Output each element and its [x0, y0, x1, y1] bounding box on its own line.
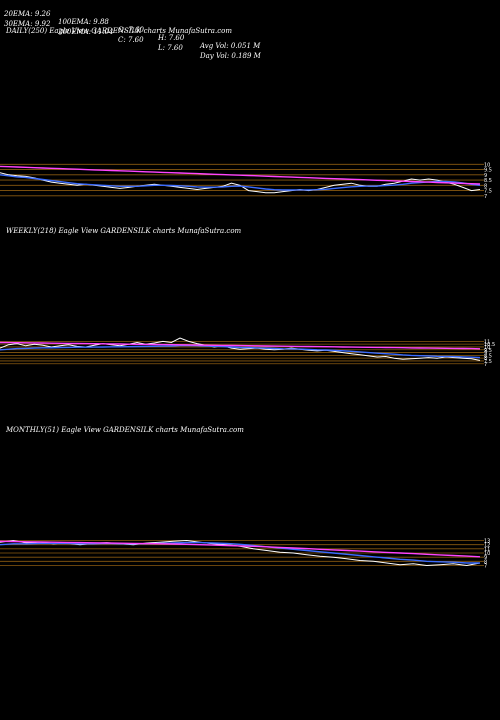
- stat-day-vol: Day Vol: 0.189 M: [200, 52, 261, 60]
- monthly-tick-label: 12: [484, 543, 490, 549]
- weekly-tick-label: 7.5: [484, 359, 492, 365]
- stat-20ema: 20EMA: 9.26: [4, 10, 51, 18]
- weekly-chart-title: WEEKLY(218) Eagle View GARDENSILK charts…: [6, 227, 242, 235]
- weekly-ema-short-line: [0, 344, 481, 359]
- stat-high: H: 7.60: [158, 34, 185, 42]
- weekly-tick-label: 11: [484, 339, 490, 345]
- daily-tick-label: 9: [484, 173, 487, 179]
- daily-tick-label: 7.5: [484, 189, 492, 195]
- daily-tick-label: 8.5: [484, 178, 492, 184]
- stats-row-1: 20EMA: 9.26 100EMA: 9.88 O: 7.60 H: 7.60…: [4, 2, 260, 50]
- weekly-tick-label: 9.5: [484, 348, 492, 354]
- monthly-tick-label: 10: [484, 551, 490, 557]
- monthly-tick-label: 7: [484, 564, 487, 570]
- stat-30ema: 30EMA: 9.92: [4, 20, 51, 28]
- daily-tick-label: 9.5: [484, 168, 492, 174]
- daily-chart-title: DAILY(250) Eagle View GARDENSILK charts …: [6, 27, 232, 35]
- daily-ema-long-line: [0, 165, 481, 185]
- monthly-ema-short-line: [0, 541, 480, 564]
- weekly-tick-label: 8: [484, 356, 487, 362]
- weekly-ema-long-line: [0, 341, 481, 350]
- weekly-tick-label: 7: [484, 362, 487, 368]
- daily-ema-short-line: [0, 174, 481, 191]
- monthly-tick-label: 11: [484, 547, 490, 553]
- monthly-tick-label: 13: [484, 539, 490, 545]
- stat-avg-vol: Avg Vol: 0.051 M: [200, 42, 261, 50]
- weekly-tick-label: 10: [484, 345, 490, 351]
- weekly-tick-label: 10.5: [484, 342, 495, 348]
- daily-tick-label: 8: [484, 183, 487, 189]
- stat-low: L: 7.60: [158, 44, 183, 52]
- monthly-tick-label: 8: [484, 559, 487, 565]
- monthly-tick-label: 9: [484, 555, 487, 561]
- stat-close: C: 7.60: [118, 36, 144, 44]
- stats-row-2: 30EMA: 9.92 200EMA: 11.04 C: 7.60 L: 7.6…: [4, 12, 261, 60]
- weekly-tick-label: 8.5: [484, 353, 492, 359]
- weekly-tick-label: 9: [484, 351, 487, 357]
- daily-tick-label: 7: [484, 194, 487, 200]
- daily-tick-label: 10: [484, 162, 490, 168]
- stat-100ema: 100EMA: 9.88: [58, 18, 109, 26]
- monthly-ema-long-line: [0, 540, 481, 558]
- stat-open: O: 7.60: [118, 26, 144, 34]
- stat-200ema: 200EMA: 11.04: [58, 28, 114, 36]
- monthly-chart-title: MONTHLY(51) Eagle View GARDENSILK charts…: [6, 426, 244, 434]
